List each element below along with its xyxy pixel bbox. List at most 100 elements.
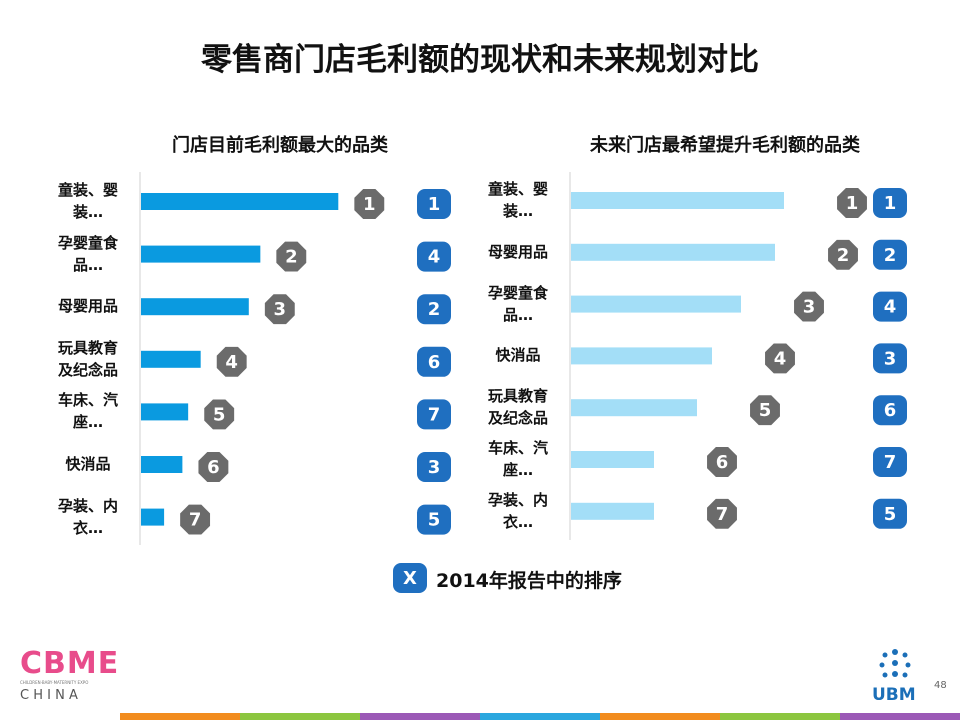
rank-2014-label: 5 (884, 504, 897, 525)
rank-2014-label: 4 (884, 297, 897, 318)
category-label: 玩具教育及纪念品 (57, 338, 118, 379)
rank-2014 (417, 399, 451, 430)
rank-badge (705, 497, 739, 531)
rank-2014-label: 6 (884, 400, 897, 421)
rank-2014 (417, 189, 451, 219)
rank-label: 4 (774, 348, 787, 369)
category-label: 母婴用品 (57, 297, 118, 316)
chart-title: 未来门店最希望提升毛利额的品类 (590, 135, 860, 156)
bar (571, 502, 654, 520)
rank-badge (748, 393, 782, 427)
category-label: 车床、汽座… (57, 391, 118, 432)
rank-badge (196, 450, 230, 484)
brand: UBM (872, 685, 916, 705)
rank-2014 (417, 504, 451, 535)
stripe (840, 713, 960, 720)
rank-2014 (873, 447, 907, 477)
rank-badge (263, 292, 297, 326)
rank-label: 2 (285, 247, 298, 268)
rank-badge (202, 397, 236, 431)
category-label: 玩具教育及纪念品 (487, 387, 548, 428)
rank-badge (178, 503, 212, 537)
rank-label: 5 (759, 400, 772, 421)
rank-2014-label: 2 (428, 299, 441, 320)
rank-label: 1 (363, 194, 376, 215)
slide-title: 零售商门店毛利额的现状和未来规划对比 (201, 42, 759, 78)
logo-tagline: CHILDREN·BABY·MATERNITY EXPO (20, 680, 89, 685)
rank-label: 4 (225, 352, 238, 373)
bar (141, 350, 201, 368)
bar (141, 403, 189, 421)
rank-2014-label: 7 (884, 452, 897, 473)
category-label: 孕装、内衣… (57, 496, 118, 537)
bar (141, 508, 165, 526)
category-label: 快消品 (495, 346, 541, 365)
logo-sub: C H I N A (20, 688, 78, 703)
category-label: 孕婴童食品… (487, 283, 548, 324)
rank-badge (705, 445, 739, 479)
rank-label: 6 (716, 452, 729, 473)
rank-2014 (873, 395, 907, 426)
bar (571, 295, 741, 313)
category-label: 童装、婴装… (57, 181, 118, 221)
rank-2014 (873, 343, 907, 374)
bar (571, 399, 697, 417)
legend-text: 2014年报告中的排序 (436, 570, 622, 592)
rank-2014-label: 4 (428, 247, 441, 268)
rank-2014 (417, 346, 451, 377)
rank-label: 3 (803, 297, 816, 318)
category-label: 车床、汽座… (487, 439, 548, 479)
bar (141, 456, 183, 473)
rank-2014-label: 2 (884, 245, 897, 266)
legend-marker-label: X (403, 568, 417, 589)
rank-2014 (417, 452, 451, 482)
category-label: 孕装、内衣… (487, 490, 548, 531)
rank-2014-label: 6 (428, 352, 441, 373)
rank-2014-label: 7 (428, 404, 441, 425)
rank-2014 (873, 291, 907, 322)
stripe (720, 713, 840, 720)
bar (571, 243, 775, 261)
stripe (600, 713, 720, 720)
rank-2014-label: 1 (428, 194, 441, 215)
category-label: 快消品 (65, 455, 111, 473)
page-number: 48 (934, 680, 947, 691)
rank-badge (826, 238, 860, 272)
bar (571, 192, 784, 209)
legend-marker (393, 563, 427, 593)
chart-title: 门店目前毛利额最大的品类 (172, 135, 388, 156)
rank-label: 6 (207, 457, 220, 478)
bar (571, 451, 654, 468)
stripe (480, 713, 600, 720)
bar (141, 298, 249, 316)
rank-2014-label: 5 (428, 510, 441, 531)
rank-2014-label: 1 (884, 193, 897, 214)
stripe (240, 713, 360, 720)
stripe (360, 713, 480, 720)
rank-label: 3 (274, 299, 287, 320)
rank-label: 7 (189, 510, 202, 531)
rank-badge (274, 240, 308, 274)
rank-2014-label: 3 (428, 457, 441, 478)
rank-2014-label: 3 (884, 348, 897, 369)
rank-2014 (417, 241, 451, 272)
bar (141, 245, 261, 263)
ubm-dots (879, 649, 911, 678)
bar (571, 347, 712, 365)
category-label: 孕婴童食品… (57, 233, 118, 274)
rank-badge (763, 341, 797, 375)
rank-2014 (873, 239, 907, 270)
stripe (120, 713, 240, 720)
rank-label: 7 (716, 504, 729, 525)
rank-badge (352, 187, 386, 221)
rank-label: 2 (837, 245, 850, 266)
rank-badge (792, 290, 826, 324)
rank-label: 5 (213, 404, 226, 425)
rank-2014 (873, 498, 907, 529)
rank-badge (215, 345, 249, 379)
rank-2014 (873, 188, 907, 218)
rank-2014 (417, 294, 451, 325)
logo: CBME (20, 646, 120, 681)
